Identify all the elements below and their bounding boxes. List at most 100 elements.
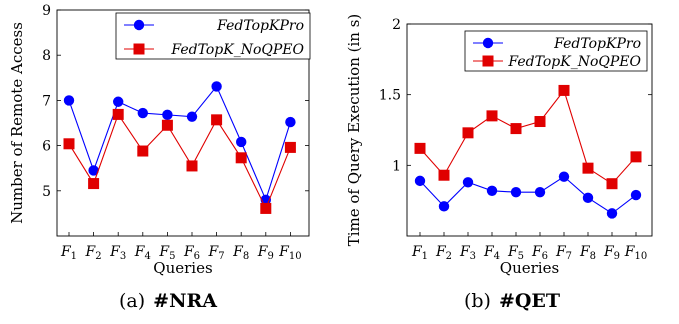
legend-box [115,12,311,60]
y-tick-label: 6 [42,139,51,155]
series-fedtopkpro [414,171,642,219]
y-tick-label: 2 [392,17,401,33]
data-point [582,162,594,174]
legend-box [464,30,648,72]
legend: FedTopKPro FedTopK_NoQPEO [115,12,311,60]
x-tick-label: F8 [232,244,249,262]
data-point [606,208,618,219]
subfigure-caption: (b) #QET [464,290,560,312]
data-point [630,151,642,163]
data-point [88,165,99,176]
data-point [486,185,498,196]
data-point [112,108,124,120]
data-point [462,127,474,139]
series-fedtopk-noqpeo [63,108,296,214]
legend: FedTopKPro FedTopK_NoQPEO [464,30,648,72]
data-point [630,189,642,201]
data-point [606,178,618,190]
data-point [88,178,100,190]
series-fedtopkpro [63,81,296,206]
y-axis-label: Number of Remote Access [8,22,26,224]
data-point [161,119,173,131]
series-line [68,85,291,202]
series-line [419,175,637,215]
data-point [558,171,570,182]
x-tick-label: F6 [183,244,200,262]
data-point [558,84,570,96]
legend-marker [133,43,145,55]
data-point [63,95,75,106]
data-point [510,123,522,135]
caption-label: #NRA [153,290,217,312]
series-fedtopk-noqpeo [414,84,642,190]
x-tick-label: F2 [85,244,102,262]
data-point [211,81,222,92]
data-point [284,141,296,153]
data-point [582,192,594,204]
data-point [414,175,426,187]
data-point [260,202,272,214]
data-point [113,96,124,107]
data-point [162,109,173,121]
data-point [186,160,198,172]
legend-marker [133,19,145,31]
series-line [68,113,291,210]
data-point [510,186,522,198]
x-tick-label: F4 [134,244,151,262]
data-point [211,114,223,126]
y-tick-label: 5 [42,184,51,200]
data-point [63,138,75,150]
plot-area-frame [406,23,653,237]
data-point [534,116,546,128]
x-tick-label: F2 [435,244,452,262]
data-point [438,169,450,181]
legend-label: FedTopK_NoQPEO [507,54,641,70]
series-line [419,89,637,185]
x-tick-label: F10 [278,244,301,262]
data-point [414,142,426,154]
data-point [186,111,198,122]
data-point [235,152,247,164]
x-tick-label: F6 [531,244,548,262]
y-tick-label: 9 [42,3,51,19]
x-axis-label: Queries [500,259,559,277]
caption-prefix: (b) [464,290,491,312]
data-point [534,186,546,198]
legend-marker [482,55,494,67]
x-tick-label: F3 [459,244,476,262]
x-tick-label: F1 [411,244,428,262]
x-tick-label: F7 [555,244,572,262]
y-tick-label: 8 [42,48,51,64]
caption-prefix: (a) [119,290,145,312]
data-point [137,107,148,119]
x-tick-label: F4 [483,244,500,262]
y-tick-label: 7 [42,93,51,109]
data-point [438,201,450,212]
x-tick-label: F5 [507,244,524,262]
plot-area-frame [56,9,310,237]
data-point [462,177,474,188]
x-axis-label: Queries [153,259,212,277]
legend-label: FedTopKPro [553,36,641,52]
legend-marker [482,37,494,49]
legend-label: FedTopKPro [216,18,304,34]
x-tick-label: F8 [579,244,596,262]
y-tick-label: 1.5 [379,88,401,104]
x-tick-label: F3 [109,244,126,262]
x-tick-label: F7 [208,244,225,262]
y-axis-label: Time of Query Execution (in s) [345,14,363,247]
x-tick-label: F10 [624,244,647,262]
data-point [137,145,149,157]
legend-label: FedTopK_NoQPEO [170,42,304,58]
subfigure-caption: (a) #NRA [119,290,217,312]
data-point [285,116,296,128]
caption-label: #QET [499,290,560,312]
x-tick-label: F5 [158,244,175,262]
x-tick-label: F9 [603,244,620,262]
y-tick-label: 1 [392,158,401,174]
x-tick-label: F9 [257,244,274,262]
x-tick-label: F1 [60,244,77,262]
